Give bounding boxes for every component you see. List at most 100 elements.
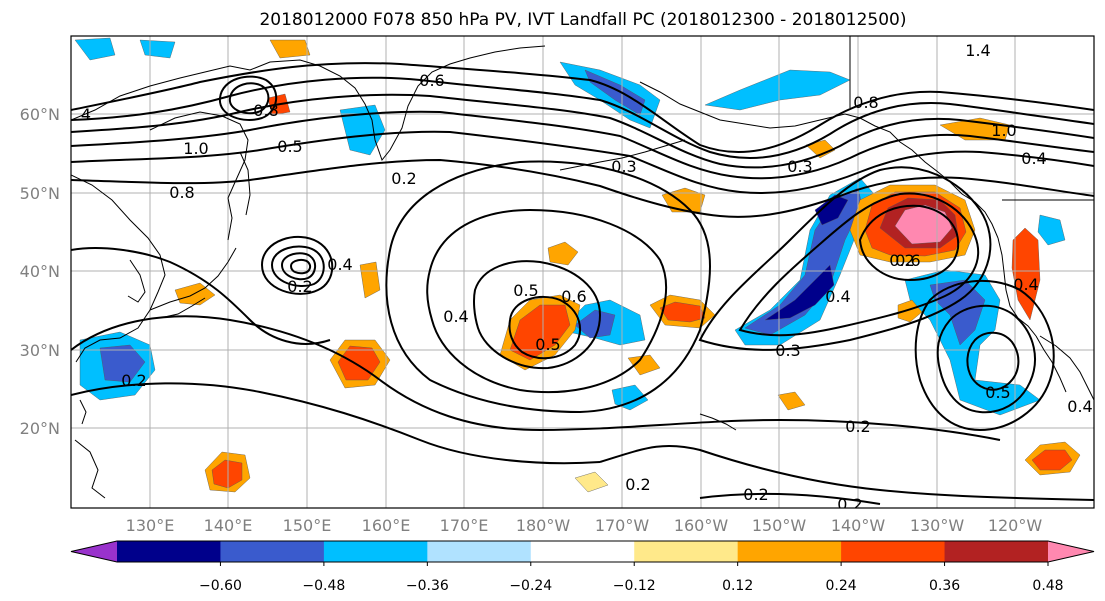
contour-jet-4 [71,110,1094,180]
pv-negative-alaska-core [584,69,646,116]
contour-label: 0.4 [1021,149,1046,168]
pv-negative-east-pacific-mid [744,187,863,336]
pv-positive-hawaii [777,391,806,411]
coastline-korea [127,259,146,303]
contour-label: 1.0 [991,121,1016,140]
coastline-aleutians [559,139,686,171]
contour-jet-1 [71,62,1094,154]
colorbar-tick-label: −0.60 [199,578,242,594]
coastline-philippines [74,439,106,499]
contour-east-pacific-1 [698,166,992,351]
coastline-asia-mainland [71,174,166,363]
contour-label: 0.4 [825,287,850,306]
contour-labels: 4 0.8 0.6 1.0 0.5 0.2 0.8 0.3 0.3 0.8 1.… [81,41,1093,514]
contour-central-inner-2 [473,260,602,370]
map-panel: 4 0.8 0.6 1.0 0.5 0.2 0.8 0.3 0.3 0.8 1.… [70,35,1095,514]
contour-label: 0.2 [837,495,862,514]
colorbar-tick-label: −0.36 [406,578,449,594]
lon-label-140e: 140°E [204,516,253,535]
colorbar-segment [530,541,635,562]
pv-negative-central-pacific-core [574,309,616,339]
lon-label-170e: 170°E [440,516,489,535]
colorbar-extend-min [71,541,117,562]
colorbar-segment [944,541,1049,562]
contour-label: 0.2 [121,371,146,390]
contour-label: 0.4 [327,255,352,274]
lon-label-120w: 120°W [988,516,1043,535]
contour-label: 1.0 [183,139,208,158]
contour-label: 0.2 [845,417,870,436]
contour-jet-3 [71,93,1094,169]
contour-label: 0.4 [1013,275,1038,294]
pv-negative-subtropic [611,384,649,411]
contour-east-pacific-3 [858,204,960,282]
contour-ring-north-2 [228,82,270,115]
contour-east-pacific-2 [738,192,980,337]
colorbar-segment [323,541,428,562]
contour-label: 0.5 [277,137,302,156]
pv-negative-east-pacific-core [764,264,835,321]
contour-southwest-2 [71,382,601,465]
contour-ring-west-1 [260,235,334,295]
contour-label: 0.5 [535,335,560,354]
contour-ring-west-3 [280,252,316,281]
lon-label-160w: 160°W [674,516,729,535]
lon-label-160e: 160°E [362,516,411,535]
contour-central-inner-3 [508,295,581,360]
contour-label: 0.5 [985,383,1010,402]
coastline-taiwan [79,399,87,425]
pv-positive-west-coast-band [1011,227,1041,321]
lat-label-50n: 50°N [20,184,60,203]
coastline-us-west [997,237,1037,337]
contour-central-outer [385,160,711,414]
pv-positive-aleutian [661,187,706,213]
contour-jet-5 [71,130,1094,195]
lat-label-60n: 60°N [20,105,60,124]
lon-label-130e: 130°E [126,516,175,535]
coastline-japan-honshu [149,247,237,311]
pv-negative-west-coast-band [1037,214,1066,246]
contour-ring-west-4 [289,258,312,275]
coastline-alaska [639,81,963,195]
lon-label-150e: 150°E [283,516,332,535]
map-frame [70,35,1095,509]
colorbar-segment [117,541,221,562]
contour-ring-north-1 [218,75,277,121]
contour-label: 0.4 [1067,397,1092,416]
lat-label-30n: 30°N [20,341,60,360]
colorbar-segment [220,541,325,562]
colorbar: −0.60 −0.48 −0.36 −0.24 −0.12 0.12 0.24 0.36 0.4… [70,540,1095,594]
colorbar-segment [634,541,739,562]
pv-negative-west-pacific-core [99,344,146,383]
colorbar-segment [841,541,946,562]
contour-label: 0.2 [743,485,768,504]
lon-label-170w: 170°W [595,516,650,535]
lon-label-150w: 150°W [752,516,807,535]
contour-label: 0.5 [513,281,538,300]
coastline-okhotsk [149,111,249,241]
contour-jet-2 [71,76,1094,159]
colorbar-tick-label: 0.12 [722,578,753,594]
contour-southwest-1 [71,315,1001,441]
colorbar-tick-label: 0.24 [826,578,857,594]
colorbar-segment [427,541,532,562]
ivt-contours [71,62,1094,505]
pv-negative-arctic-west [74,37,116,61]
colorbar-tick-label: −0.12 [613,578,656,594]
pv-positive-arctic [269,39,311,59]
contour-label: 0.6 [419,71,444,90]
contour-california-1 [914,279,1055,432]
contour-label: 0.4 [443,307,468,326]
pv-positive-baja-core [1031,449,1073,471]
pv-positive-baja-north [897,299,923,323]
contour-label: 0.6 [561,287,586,306]
colorbar-tick-label: 0.48 [1032,578,1063,594]
pv-negative-arctic-mid [139,39,176,59]
contour-south-1 [599,444,1094,501]
pv-negative-kamchatka [339,104,386,156]
contour-western-left [71,247,331,345]
contour-label: 0.8 [253,101,278,120]
contour-california-2 [936,304,1036,414]
coastline-sakhalin [239,151,251,216]
